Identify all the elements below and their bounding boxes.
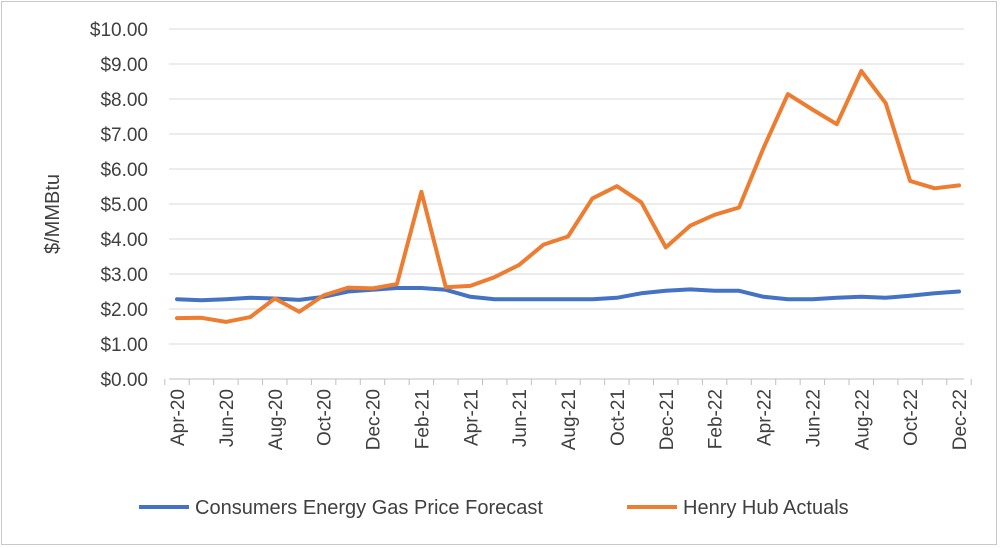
legend-label-henry-hub: Henry Hub Actuals: [683, 497, 849, 519]
legend: Consumers Energy Gas Price Forecast Henr…: [139, 497, 849, 519]
x-tick-label: Oct-22: [901, 389, 922, 446]
x-tick-label: Feb-21: [412, 389, 433, 449]
series-line-henry-hub: [175, 69, 961, 324]
x-tick-label: Dec-22: [950, 389, 971, 450]
y-tick-label: $9.00: [100, 55, 148, 76]
y-tick-label: $2.00: [100, 300, 148, 321]
series-line-consumers-forecast: [175, 286, 961, 303]
x-tick-label: Aug-21: [559, 389, 580, 450]
x-tick-label: Dec-20: [364, 389, 385, 450]
x-tick-label: Apr-21: [461, 389, 482, 446]
y-axis-title: $/MMBtu: [42, 174, 64, 254]
y-tick-label: $4.00: [100, 230, 148, 251]
series-lines: [175, 69, 961, 324]
legend-label-consumers-forecast: Consumers Energy Gas Price Forecast: [195, 497, 543, 519]
x-tick-label: Apr-20: [168, 389, 189, 446]
x-tick-label: Dec-21: [657, 389, 678, 450]
y-tick-label: $8.00: [100, 90, 148, 111]
y-tick-label: $3.00: [100, 265, 148, 286]
x-tick-label: Oct-20: [315, 389, 336, 446]
y-tick-label: $7.00: [100, 125, 148, 146]
x-tick-label: Jun-20: [217, 389, 238, 447]
x-tick-label: Jun-21: [510, 389, 531, 447]
y-tick-label: $1.00: [100, 335, 148, 356]
y-tick-label: $0.00: [100, 370, 148, 391]
x-tick-label: Feb-22: [706, 389, 727, 449]
y-tick-label: $10.00: [90, 20, 148, 41]
x-tick-label: Aug-20: [266, 389, 287, 450]
x-tick-label: Oct-21: [608, 389, 629, 446]
x-tick-label: Jun-22: [803, 389, 824, 447]
x-tick-label: Aug-22: [852, 389, 873, 450]
axes: $/MMBtu $0.00 $1.00 $2.00 $3.00 $4.00 $5.00 $6…: [42, 20, 972, 450]
y-tick-label: $5.00: [100, 195, 148, 216]
x-tick-label: Apr-22: [755, 389, 776, 446]
y-tick-label: $6.00: [100, 160, 148, 181]
